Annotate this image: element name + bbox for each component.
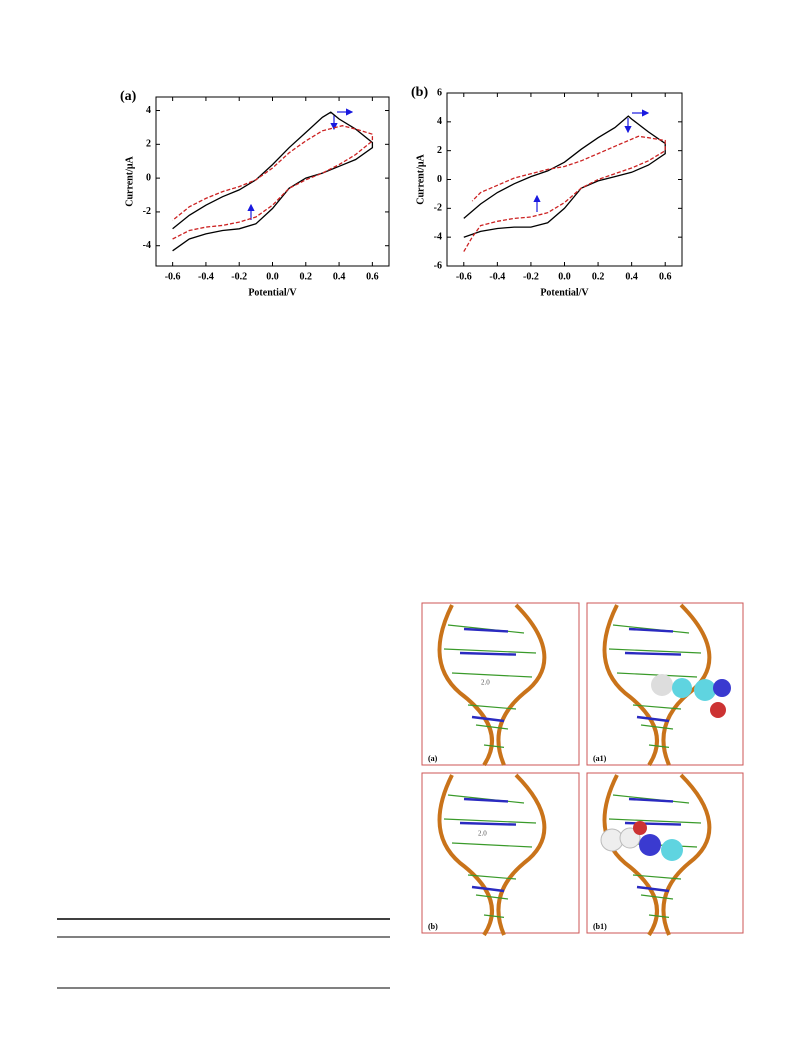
y-tick-label: 2 — [437, 145, 442, 156]
x-tick-label: 0.6 — [659, 271, 672, 282]
panel-label: (b1) — [593, 922, 607, 931]
figure-panels: 2.0 (a) (a1) 2.0 (b) (b1) — [421, 602, 744, 935]
x-tick-label: 0.4 — [333, 271, 346, 282]
panel-label: (a1) — [593, 754, 607, 763]
x-tick-label: 0.6 — [366, 271, 379, 282]
panel-label: (a) — [428, 754, 438, 763]
y-tick-label: 2 — [146, 139, 151, 150]
cv-curve — [172, 111, 374, 252]
panel-label: (b) — [411, 85, 428, 100]
x-axis-label: Potential/V — [248, 287, 297, 298]
y-tick-label: 0 — [146, 172, 151, 183]
x-tick-label: -0.2 — [523, 271, 539, 282]
y-tick-label: 6 — [437, 87, 442, 98]
panel: 2.0 (b) — [421, 772, 580, 935]
x-axis-label: Potential/V — [540, 287, 589, 298]
y-tick-label: 4 — [146, 105, 151, 116]
panel: (a1) — [586, 602, 744, 765]
x-tick-label: -0.6 — [456, 271, 472, 282]
y-tick-label: -4 — [143, 240, 151, 251]
x-tick-label: -0.2 — [231, 271, 247, 282]
panel: 2.0 (a) — [421, 602, 580, 765]
distance-label: 2.0 — [478, 830, 487, 838]
y-tick-label: -6 — [434, 260, 442, 271]
chart: -0.6 -0.4 -0.2 0.0 0.2 0.4 0.6 -6 -4 -2 0 2 4 6 Potent… — [411, 85, 683, 298]
distance-label: 2.0 — [481, 679, 490, 687]
x-tick-label: -0.4 — [489, 271, 505, 282]
panel-label: (b) — [428, 922, 438, 931]
panel: (b1) — [586, 772, 744, 935]
x-tick-label: 0.0 — [266, 271, 279, 282]
plot-frame — [155, 96, 390, 267]
cv-curve — [463, 115, 666, 238]
panel-label: (a) — [120, 89, 137, 104]
chart: -0.6 -0.4 -0.2 0.0 0.2 0.4 0.6 -4 -2 0 2 4 Potential… — [120, 89, 390, 298]
x-tick-label: 0.0 — [558, 271, 571, 282]
annotation-arrows — [247, 108, 650, 220]
x-tick-label: -0.4 — [198, 271, 214, 282]
x-tick-label: 0.2 — [300, 271, 313, 282]
y-axis-label: Current/μA — [415, 153, 426, 204]
y-tick-label: 0 — [437, 174, 442, 185]
cv-curve — [463, 135, 666, 252]
x-tick-label: -0.6 — [165, 271, 181, 282]
x-tick-label: 0.4 — [625, 271, 638, 282]
y-tick-label: -4 — [434, 231, 442, 242]
y-tick-label: 4 — [437, 116, 442, 127]
y-tick-label: -2 — [143, 206, 151, 217]
plot-frame — [446, 92, 683, 267]
table-rules — [57, 918, 390, 989]
cv-curve — [172, 125, 374, 240]
x-tick-label: 0.2 — [592, 271, 605, 282]
y-axis-label: Current/μA — [124, 155, 135, 206]
y-tick-label: -2 — [434, 203, 442, 214]
